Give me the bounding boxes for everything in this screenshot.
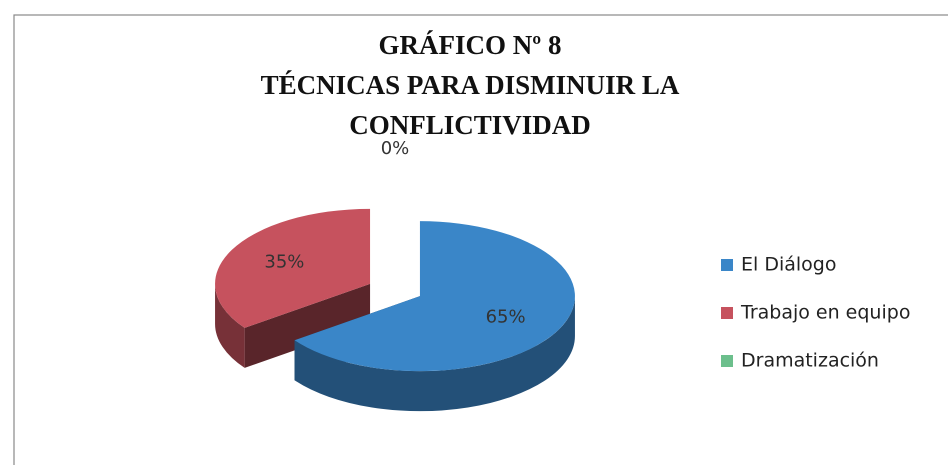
legend-label: Dramatización — [741, 350, 879, 372]
legend-swatch — [721, 307, 733, 319]
data-label: 35% — [264, 252, 304, 273]
data-label: 65% — [486, 306, 526, 327]
slice-wall — [294, 296, 575, 412]
slice — [215, 208, 371, 328]
legend-label: El Diálogo — [741, 254, 836, 276]
chart-title: GRÁFICO Nº 8 — [379, 30, 562, 60]
data-label: 0% — [381, 138, 410, 159]
chart-title: TÉCNICAS PARA DISMINUIR LA — [261, 70, 680, 100]
legend-label: Trabajo en equipo — [740, 302, 910, 324]
slice-side — [244, 283, 371, 368]
chart-title: CONFLICTIVIDAD — [349, 110, 591, 140]
legend-swatch — [721, 355, 733, 367]
slice — [294, 221, 575, 372]
slice-wall — [215, 283, 245, 368]
legend-swatch — [721, 259, 733, 271]
